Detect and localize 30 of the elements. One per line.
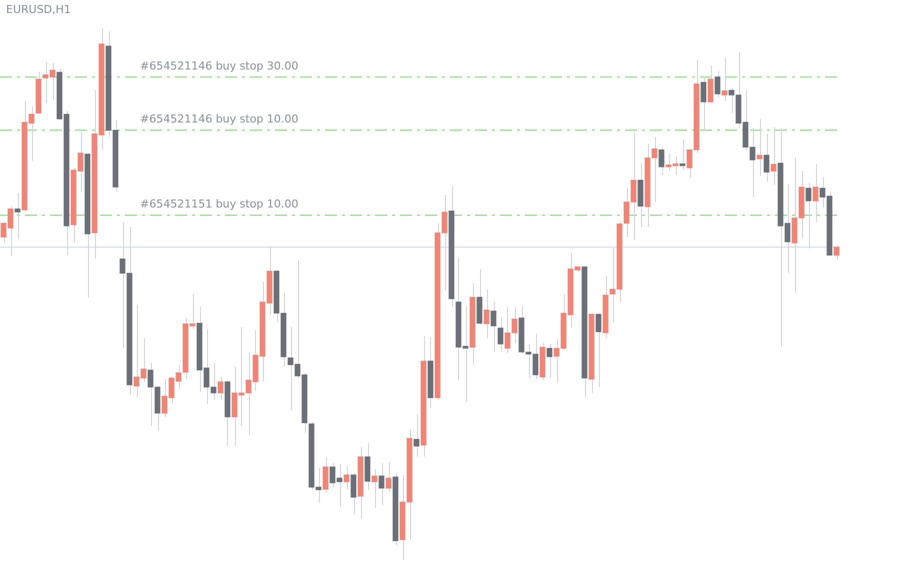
ref-line-label: #654521146 buy stop 10.00	[140, 112, 298, 126]
candlestick	[378, 462, 384, 506]
candlestick	[834, 244, 840, 260]
candlestick	[722, 56, 728, 102]
candlestick	[498, 316, 504, 352]
candlestick	[218, 376, 224, 400]
candlestick	[680, 138, 686, 171]
candlestick	[756, 118, 762, 176]
candlestick	[714, 70, 720, 98]
candlestick	[372, 468, 378, 508]
candlestick	[322, 457, 328, 494]
candlestick	[490, 301, 496, 352]
candlestick	[764, 133, 770, 182]
candlestick	[546, 344, 552, 379]
candlestick	[14, 192, 20, 240]
candlestick	[708, 64, 714, 104]
candlestick	[484, 288, 490, 339]
candlestick	[596, 312, 602, 388]
candlestick	[344, 465, 350, 490]
candlestick	[350, 472, 356, 515]
candlestick	[806, 182, 812, 249]
chart-title: EURUSD,H1	[6, 3, 71, 16]
candlestick	[812, 164, 818, 223]
candlestick	[770, 126, 776, 186]
candlestick	[414, 414, 420, 458]
candlestick	[700, 78, 706, 131]
ref-line-label: #654521146 buy stop 30.00	[140, 59, 298, 72]
candlestick	[658, 146, 664, 176]
ref-line-label: #654521151 buy stop 10.00	[140, 198, 298, 211]
candlestick	[386, 462, 392, 492]
